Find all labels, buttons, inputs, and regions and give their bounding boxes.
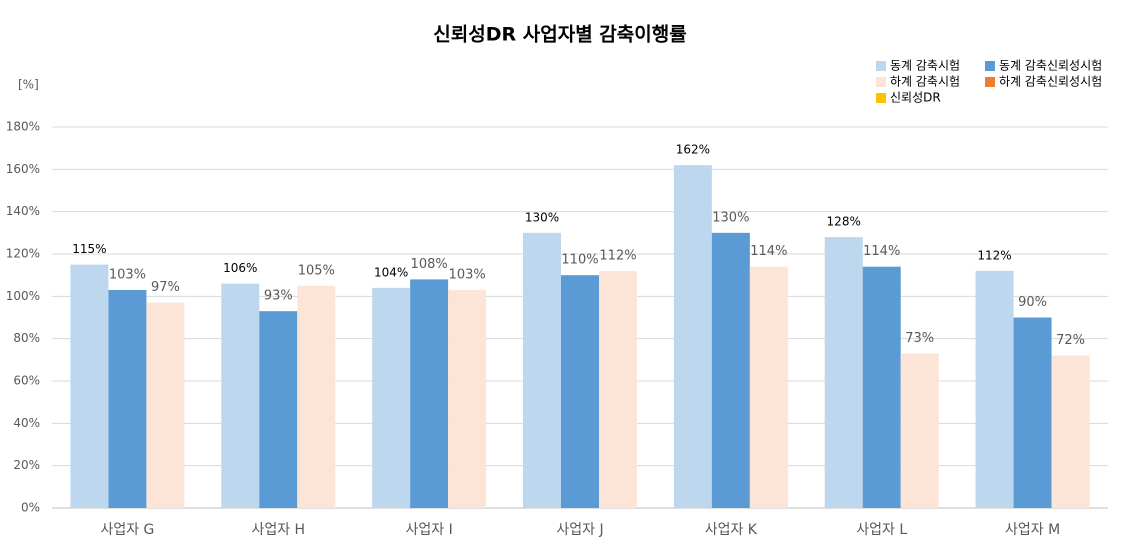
data-label: 112% (977, 248, 1011, 262)
bar (862, 266, 901, 508)
legend-swatch (876, 77, 886, 87)
x-tick-label: 사업자 K (705, 522, 758, 538)
bar (146, 302, 185, 508)
y-tick-label: 20% (13, 458, 40, 472)
bar (448, 289, 487, 508)
x-tick-label: 사업자 I (406, 522, 453, 538)
bar (975, 270, 1014, 508)
bar (824, 237, 863, 509)
x-tick-label: 사업자 J (556, 522, 603, 538)
data-label: 106% (223, 261, 257, 275)
legend-label: 신뢰성DR (890, 91, 941, 105)
data-label: 130% (712, 210, 749, 225)
y-tick-label: 80% (13, 331, 40, 345)
y-tick-label: 140% (6, 204, 40, 218)
bar (259, 311, 298, 508)
bar (372, 287, 411, 508)
data-label: 103% (449, 267, 486, 282)
legend-label: 하계 감축신뢰성시험 (999, 75, 1102, 89)
data-label: 90% (1018, 295, 1047, 310)
legend-label: 동계 감축시험 (890, 59, 960, 73)
data-label: 103% (109, 267, 146, 282)
y-tick-label: 180% (6, 120, 40, 134)
bar (523, 232, 561, 509)
legend-label: 동계 감축신뢰성시험 (999, 59, 1102, 73)
y-tick-label: 0% (21, 501, 40, 515)
data-label: 97% (151, 280, 180, 295)
data-label: 114% (750, 244, 787, 259)
data-label: 72% (1056, 333, 1085, 348)
y-tick-label: 120% (6, 247, 40, 261)
bar (561, 275, 599, 508)
data-label: 93% (264, 289, 293, 304)
y-tick-label: 60% (13, 374, 40, 388)
bar (749, 266, 788, 508)
data-label: 128% (827, 215, 861, 229)
y-tick-label: 40% (13, 416, 40, 430)
data-label: 162% (676, 143, 710, 157)
bar (221, 283, 260, 508)
y-tick-label: 160% (6, 162, 40, 176)
bar (410, 279, 449, 508)
x-tick-label: 사업자 G (100, 522, 154, 538)
y-axis-label: [%] (18, 78, 39, 92)
bar (1051, 355, 1090, 508)
data-label: 108% (411, 257, 448, 272)
bar (1013, 317, 1052, 508)
bar (108, 289, 147, 508)
bar (711, 232, 750, 509)
chart-title: 신뢰성DR 사업자별 감축이행률 (433, 24, 686, 46)
data-label: 104% (374, 265, 408, 279)
bar (70, 264, 109, 508)
data-label: 112% (599, 248, 636, 263)
legend-swatch (876, 61, 886, 71)
legend-label: 하계 감축시험 (890, 75, 960, 89)
bar (599, 270, 637, 508)
bar (297, 285, 336, 508)
data-label: 114% (863, 244, 900, 259)
legend-swatch (985, 77, 995, 87)
data-label: 105% (298, 263, 335, 278)
data-label: 73% (905, 331, 934, 346)
x-tick-label: 사업자 H (251, 522, 305, 538)
data-label: 115% (72, 242, 106, 256)
bar (673, 165, 712, 508)
legend-swatch (876, 93, 886, 103)
data-label: 130% (525, 210, 559, 224)
y-tick-label: 100% (6, 289, 40, 303)
x-tick-label: 사업자 L (856, 522, 907, 538)
data-label: 110% (561, 253, 598, 268)
legend-swatch (985, 61, 995, 71)
x-tick-label: 사업자 M (1005, 522, 1060, 538)
bar (900, 353, 939, 508)
